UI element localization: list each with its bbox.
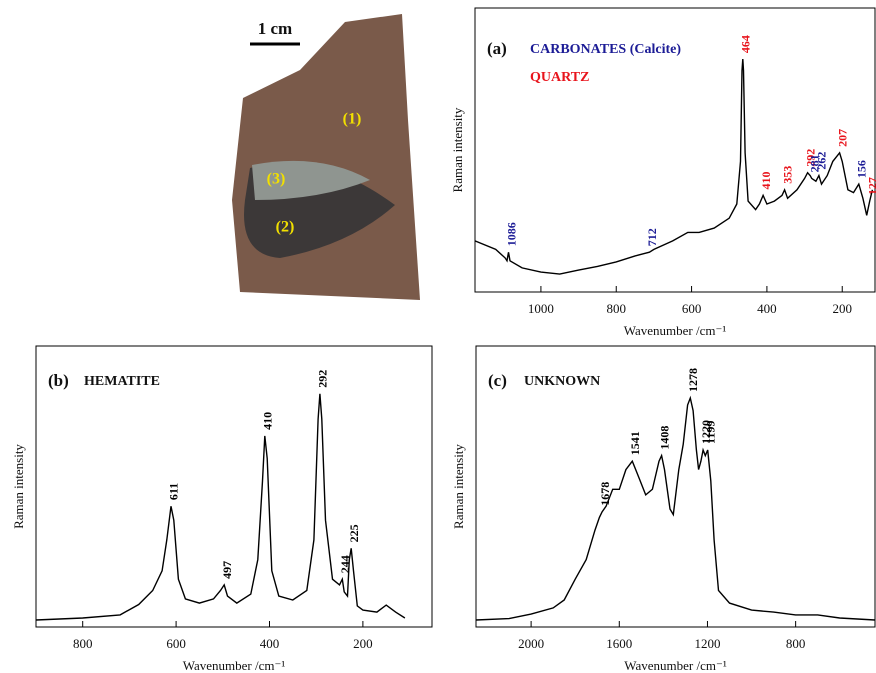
peak-label: 1199: [703, 421, 717, 444]
x-tick-label: 1200: [694, 636, 720, 651]
region-label: (3): [267, 171, 286, 188]
peak-label: 244: [338, 555, 352, 573]
x-tick-label: 200: [353, 636, 373, 651]
x-axis-label: Wavenumber /cm⁻¹: [624, 658, 727, 673]
x-tick-label: 600: [166, 636, 186, 651]
peak-label: 262: [815, 152, 829, 170]
panel-label: (b): [48, 371, 69, 390]
panel-title: UNKNOWN: [524, 374, 600, 389]
plot-area: [36, 394, 405, 620]
sample-photo: 1 cm (1) (2) (3): [232, 14, 420, 300]
y-axis-label: Raman intensity: [451, 444, 466, 529]
peak-label: 353: [780, 166, 794, 184]
x-tick-label: 600: [682, 301, 702, 316]
x-tick-label: 800: [786, 636, 806, 651]
peak-label: 1678: [598, 482, 612, 506]
peak-label: 497: [220, 561, 234, 579]
region-label: (1): [343, 111, 362, 128]
y-axis-label: Raman intensity: [450, 107, 465, 192]
peak-label: 410: [261, 412, 275, 430]
x-axis-label: Wavenumber /cm⁻¹: [183, 658, 286, 673]
peak-label: 1086: [504, 222, 518, 246]
x-tick-label: 800: [73, 636, 93, 651]
peak-label: 225: [347, 524, 361, 542]
x-tick-label: 200: [832, 301, 852, 316]
y-axis-label: Raman intensity: [11, 444, 26, 529]
peak-label: 127: [865, 177, 876, 195]
peak-label: 611: [167, 483, 181, 500]
peak-label: 1278: [686, 368, 700, 392]
x-axis-label: Wavenumber /cm⁻¹: [624, 323, 727, 338]
peak-label: 292: [316, 370, 330, 388]
x-tick-label: 1000: [528, 301, 554, 316]
panel-title: HEMATITE: [84, 374, 160, 389]
peak-label: 1408: [657, 426, 671, 450]
panel-label: (c): [488, 371, 507, 390]
legend-entry: QUARTZ: [530, 70, 589, 85]
legend-entry: CARBONATES (Calcite): [530, 42, 681, 57]
spectrum: [36, 394, 405, 620]
peak-label: 207: [835, 129, 849, 147]
peak-label: 712: [645, 228, 659, 246]
peak-label: 1541: [628, 431, 642, 455]
x-tick-label: 400: [260, 636, 280, 651]
spectrum: [476, 398, 875, 620]
peak-label: 464: [739, 35, 753, 53]
x-tick-label: 1600: [606, 636, 632, 651]
x-tick-label: 400: [757, 301, 777, 316]
figure: 1 cm (1) (2) (3) 1000 800 600 400 200 Wavenum…: [0, 0, 876, 673]
region-label: (2): [276, 219, 295, 236]
peak-label: 156: [855, 160, 869, 178]
scale-label: 1 cm: [258, 19, 292, 38]
plot-area: [476, 398, 875, 620]
rock: [232, 14, 420, 300]
peak-label: 410: [759, 171, 773, 189]
x-tick-label: 2000: [518, 636, 544, 651]
panel-label: (a): [487, 39, 507, 58]
x-tick-label: 800: [606, 301, 626, 316]
